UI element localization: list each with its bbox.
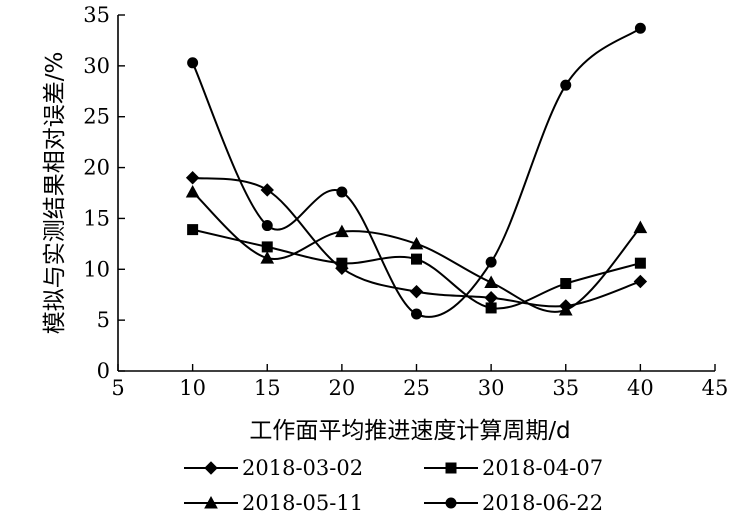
data-point — [409, 236, 424, 250]
y-tick-label: 20 — [83, 156, 110, 180]
legend-label: 2018-06-22 — [482, 491, 603, 515]
x-tick-label: 20 — [329, 376, 356, 400]
y-tick-label: 10 — [83, 257, 110, 281]
data-point — [411, 308, 422, 320]
data-point — [185, 184, 200, 198]
legend-marker — [204, 461, 218, 475]
x-tick-label: 35 — [552, 376, 579, 400]
series-triangle — [185, 184, 648, 316]
y-axis-title: 模拟与实测结果相对误差/% — [42, 52, 68, 335]
x-tick-label: 40 — [627, 376, 654, 400]
y-tick-label: 35 — [83, 3, 110, 27]
legend-marker — [445, 497, 457, 509]
x-tick-label: 10 — [179, 376, 206, 400]
y-tick-label: 5 — [97, 308, 110, 332]
y-tick-label: 25 — [83, 105, 110, 129]
data-point — [261, 241, 273, 253]
data-point — [633, 220, 648, 234]
data-point — [261, 220, 273, 232]
x-tick-label: 25 — [403, 376, 430, 400]
series-square — [187, 224, 646, 314]
x-axis-title: 工作面平均推进速度计算周期/d — [249, 418, 570, 444]
legend-item: 2018-04-07 — [424, 456, 603, 480]
data-point — [560, 278, 572, 290]
legend-marker — [204, 495, 218, 509]
series-group — [185, 22, 648, 320]
data-point — [411, 253, 422, 265]
data-point — [260, 251, 275, 264]
x-tick-label: 5 — [111, 376, 124, 400]
legend-label: 2018-05-11 — [242, 491, 363, 515]
data-point — [484, 291, 498, 305]
data-point — [187, 57, 199, 69]
data-point — [484, 275, 498, 289]
data-point — [335, 224, 349, 238]
data-point — [558, 302, 573, 316]
data-point — [260, 183, 274, 197]
data-point — [633, 274, 648, 289]
data-point — [485, 302, 497, 314]
legend: 2018-03-02 2018-04-07 2018-05-11 2018-06-22 — [184, 456, 603, 515]
x-tick-label: 30 — [478, 376, 505, 400]
data-point — [634, 22, 646, 34]
series-line — [191, 27, 641, 318]
legend-item: 2018-06-22 — [424, 491, 603, 515]
y-tick-label: 0 — [97, 359, 110, 383]
data-point — [336, 257, 348, 269]
data-point — [336, 186, 348, 198]
legend-item: 2018-05-11 — [184, 491, 363, 515]
y-tick-label: 15 — [83, 206, 110, 230]
legend-label: 2018-04-07 — [482, 456, 603, 480]
data-point — [485, 256, 497, 268]
data-point — [185, 171, 200, 185]
data-point — [634, 257, 646, 269]
data-point — [560, 79, 572, 91]
x-tick-label: 45 — [702, 376, 729, 400]
data-point — [187, 224, 199, 236]
data-point — [409, 284, 424, 299]
y-tick-label: 30 — [83, 54, 110, 78]
legend-marker — [445, 462, 457, 474]
x-tick-label: 15 — [254, 376, 281, 400]
legend-item: 2018-03-02 — [184, 456, 363, 480]
series-circle — [187, 22, 646, 320]
legend-label: 2018-03-02 — [242, 456, 363, 480]
